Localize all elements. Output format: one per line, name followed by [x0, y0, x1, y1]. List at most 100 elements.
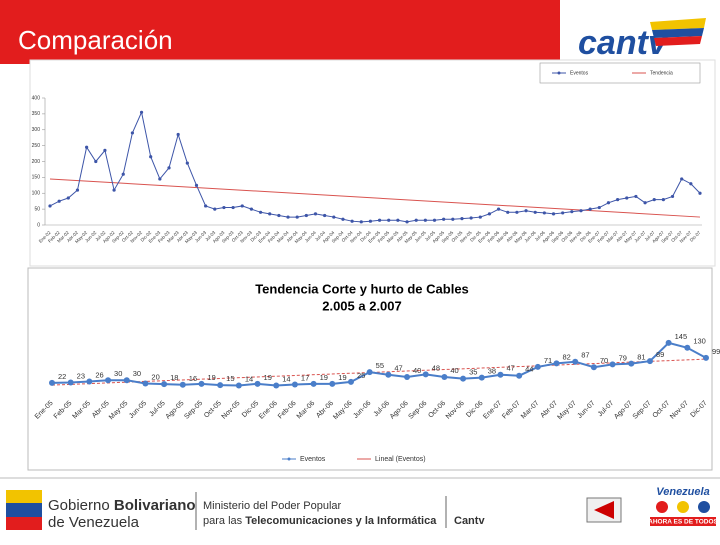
point: [597, 205, 601, 210]
point: [67, 379, 74, 386]
point: [366, 369, 373, 376]
gov-text: Gobierno Bolivariano: [48, 497, 196, 514]
chart-frame: [27, 267, 713, 471]
data-label: 71: [544, 356, 552, 365]
data-label: 30: [133, 369, 141, 378]
point: [451, 217, 455, 221]
point: [329, 380, 336, 387]
legend-label: Eventos: [300, 456, 326, 463]
data-label: 81: [637, 353, 645, 362]
point: [652, 198, 656, 202]
point: [377, 218, 382, 222]
point: [176, 132, 180, 137]
point: [158, 177, 162, 181]
point: [231, 205, 235, 210]
data-label: 19: [338, 373, 346, 382]
y-tick-label: 250: [32, 143, 41, 149]
data-label: 55: [376, 361, 384, 370]
point: [405, 220, 409, 224]
point: [423, 218, 427, 222]
point: [670, 194, 675, 199]
data-label: 15: [226, 374, 234, 383]
point: [295, 215, 299, 219]
chart-frame: [29, 59, 716, 267]
trend-line: [51, 358, 707, 386]
data-label: 40: [450, 366, 458, 375]
data-label: 70: [600, 356, 608, 365]
point: [161, 381, 168, 388]
point: [533, 210, 537, 214]
y-tick-label: 400: [32, 95, 41, 101]
point: [57, 199, 61, 203]
point: [240, 204, 244, 208]
point: [588, 207, 592, 211]
point: [387, 218, 391, 222]
point: [634, 194, 638, 199]
legend-swatch: [287, 457, 291, 461]
point: [442, 217, 446, 221]
gov-text: de Venezuela: [48, 514, 140, 531]
point: [478, 215, 482, 219]
point: [698, 191, 702, 195]
point: [103, 148, 107, 152]
point: [441, 374, 448, 380]
point: [291, 381, 298, 388]
point: [515, 210, 519, 214]
point: [194, 183, 199, 187]
data-label: 23: [77, 372, 85, 381]
gov-emblem: [6, 517, 42, 530]
point: [310, 380, 317, 387]
data-label: 19: [320, 373, 328, 382]
point: [534, 363, 541, 370]
point: [616, 198, 620, 202]
point: [105, 377, 112, 384]
point: [506, 210, 510, 214]
ministry-text: para las Telecomunicaciones y la Informá…: [203, 515, 437, 527]
point: [404, 374, 411, 380]
point: [94, 159, 98, 164]
point: [258, 210, 263, 214]
data-label: 17: [301, 373, 309, 382]
point: [286, 215, 290, 219]
point: [590, 364, 597, 371]
point: [304, 213, 308, 218]
nav-arrow[interactable]: [594, 501, 614, 519]
point: [66, 196, 70, 200]
point: [606, 201, 611, 205]
data-label: 26: [95, 371, 103, 380]
series-line: [51, 341, 707, 387]
data-label: 19: [207, 373, 215, 382]
point: [478, 374, 485, 381]
data-label: 14: [282, 374, 290, 383]
logo-stripe: [652, 28, 704, 38]
point: [396, 218, 400, 222]
data-label: 145: [675, 332, 688, 341]
legend-label: Lineal (Eventos): [375, 456, 426, 463]
point: [572, 358, 579, 365]
badge-text: Venezuela: [656, 486, 709, 498]
point: [368, 219, 373, 223]
point: [561, 211, 565, 215]
point: [542, 211, 546, 215]
point: [277, 213, 281, 218]
point: [516, 372, 523, 379]
y-tick-label: 50: [34, 206, 40, 212]
point: [179, 381, 186, 388]
point: [661, 198, 665, 202]
data-label: 87: [581, 351, 589, 360]
data-label: 47: [506, 364, 514, 373]
point: [235, 382, 242, 389]
point: [204, 204, 208, 208]
data-label: 89: [656, 350, 664, 359]
point: [665, 339, 672, 346]
data-label: 40: [413, 366, 421, 375]
point: [254, 380, 261, 387]
point: [167, 166, 171, 170]
point: [350, 219, 354, 223]
point: [121, 172, 125, 176]
badge-band: [650, 517, 716, 526]
point: [332, 215, 336, 219]
point: [341, 217, 345, 221]
y-tick-label: 350: [32, 111, 41, 117]
